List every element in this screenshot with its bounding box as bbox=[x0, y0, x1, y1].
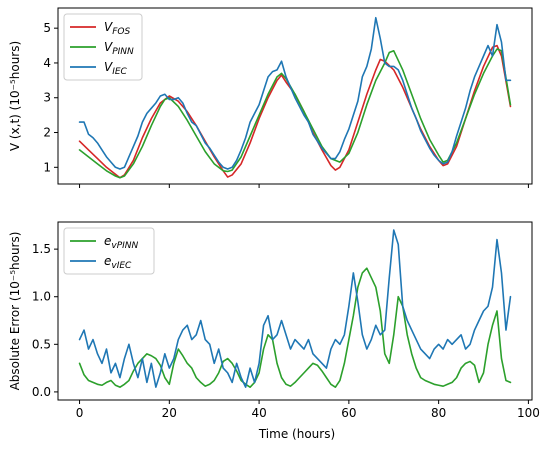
bottom-y-tick-label: 1.5 bbox=[32, 242, 51, 256]
top-legend-label: VFOS bbox=[104, 20, 130, 37]
bottom-plot-lines bbox=[78, 229, 512, 388]
top-y-tick-label: 4 bbox=[43, 56, 51, 70]
top-y-tick-label: 5 bbox=[43, 21, 51, 35]
top-legend-label: VIEC bbox=[104, 60, 128, 77]
bottom-x-tick-label: 80 bbox=[431, 406, 446, 420]
top-y-tick-label: 3 bbox=[43, 91, 51, 105]
top-legend-label-sub: PINN bbox=[112, 47, 134, 57]
top-legend-label: VPINN bbox=[104, 40, 134, 57]
top-axis-ticks: 1 2 3 4 5 bbox=[43, 21, 529, 188]
bottom-legend-label-sub: vIEC bbox=[111, 261, 132, 271]
bottom-legend-box bbox=[63, 227, 155, 275]
top-legend-label-main: V bbox=[104, 40, 113, 54]
top-legend-label-main: V bbox=[104, 60, 113, 74]
bottom-series-line-vpinn bbox=[78, 267, 512, 388]
top-plot-lines bbox=[78, 16, 512, 179]
top-legend-box bbox=[63, 13, 143, 81]
top-legend-label-main: V bbox=[104, 20, 113, 34]
top-legend-label-sub: IEC bbox=[112, 67, 127, 77]
top-series-line-iec bbox=[78, 16, 512, 170]
bottom-x-tick-label: 100 bbox=[517, 406, 540, 420]
bottom-y-tick-label: 0.5 bbox=[32, 337, 51, 351]
bottom-y-tick-label: 0.0 bbox=[32, 385, 51, 399]
top-y-tick-label: 2 bbox=[43, 126, 51, 140]
bottom-legend-label-sub: vPINN bbox=[111, 241, 138, 251]
bottom-panel: 0 20 40 60 80 100 0.0 0.5 1.0 1.5 Absolute Error … bbox=[8, 221, 540, 441]
bottom-x-tick-label: 60 bbox=[341, 406, 356, 420]
bottom-x-tick-label: 20 bbox=[162, 406, 177, 420]
bottom-legend-label: evPINN bbox=[104, 234, 139, 251]
bottom-y-axis-label: Absolute Error (10⁻⁵hours) bbox=[8, 232, 22, 391]
bottom-y-tick-label: 1.0 bbox=[32, 290, 51, 304]
top-legend-label-sub: FOS bbox=[112, 27, 130, 37]
bottom-x-tick-label: 0 bbox=[76, 406, 84, 420]
bottom-legend-label: evIEC bbox=[104, 254, 132, 271]
top-y-tick-label: 1 bbox=[43, 160, 51, 174]
bottom-axis-ticks: 0 20 40 60 80 100 0.0 0.5 1.0 1.5 bbox=[32, 242, 540, 420]
bottom-legend-label-main: e bbox=[104, 234, 111, 248]
bottom-series-line-viec bbox=[78, 229, 512, 388]
bottom-legend-label-main: e bbox=[104, 254, 111, 268]
bottom-x-tick-label: 40 bbox=[251, 406, 266, 420]
bottom-x-axis-label: Time (hours) bbox=[258, 427, 335, 441]
top-y-axis-label: V (x,t) (10⁻⁵hours) bbox=[8, 41, 22, 151]
